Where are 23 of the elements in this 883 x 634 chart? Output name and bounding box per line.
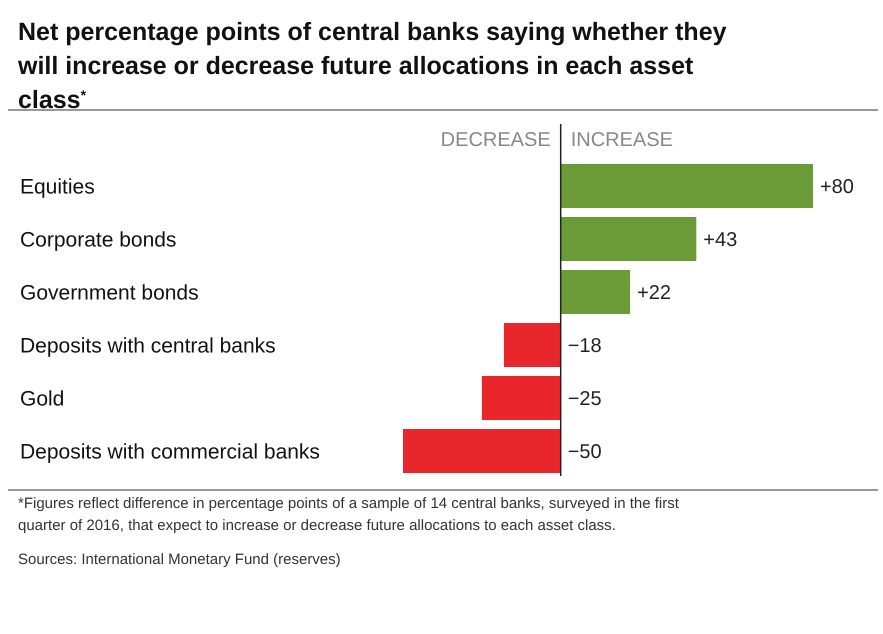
y-tick-label: Equities — [20, 175, 95, 198]
text: *Figures reflect difference in percentage points of a sample of 14 central banks, surveyed in the first quarter of 2016, that expect to increase or decrease future allocations to each asset class. — [18, 495, 680, 534]
data-label: +22 — [637, 282, 672, 304]
data-label: −50 — [568, 441, 602, 464]
y-tick-label: Deposits with central banks — [20, 334, 276, 358]
data-label: +43 — [703, 228, 738, 251]
data-label: −18 — [568, 335, 602, 357]
bar — [560, 270, 630, 314]
bar — [403, 429, 561, 473]
data-label: +80 — [820, 176, 854, 198]
source-note: Sources: International Monetary Fund (reserves) — [18, 551, 341, 568]
bar — [504, 323, 561, 367]
chart-title: Net percentage points of central banks saying whether they will increase or decrease future allocations in each asset class$^{*}$ — [17, 18, 727, 114]
annotation: DECREASE — [440, 129, 551, 151]
bar — [560, 164, 813, 208]
bar — [560, 217, 696, 261]
y-tick-label: Gold — [20, 387, 64, 410]
y-tick-label: Government bonds — [20, 281, 199, 304]
bar — [482, 376, 561, 420]
y-tick-label: Deposits with commercial banks — [20, 440, 320, 464]
data-label: −25 — [568, 388, 602, 410]
annotation: INCREASE — [570, 129, 673, 151]
y-tick-label: Corporate bonds — [20, 228, 176, 252]
